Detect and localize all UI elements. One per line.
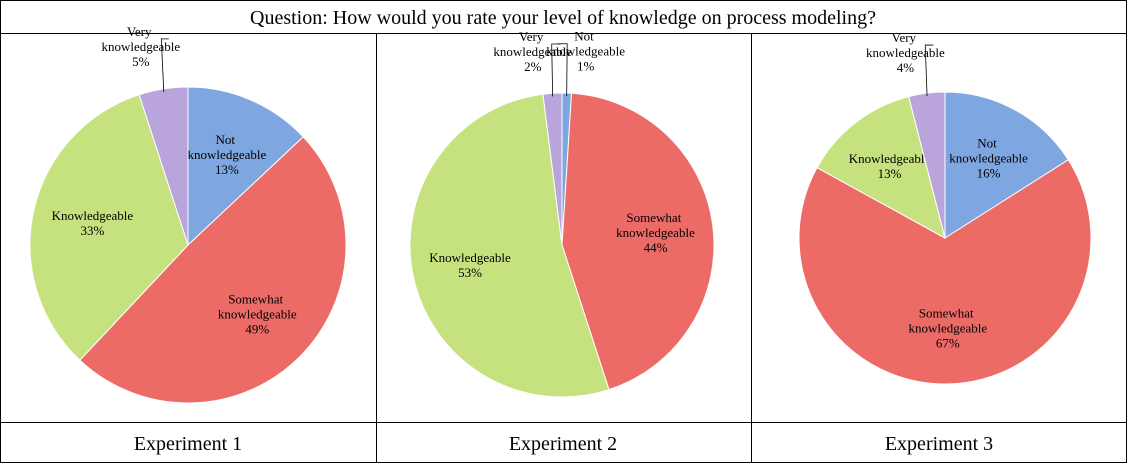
- slice-value-label: 16%: [977, 166, 1001, 181]
- slice-label: Very knowledgeable: [101, 24, 180, 54]
- slice-value-label: 44%: [644, 240, 668, 255]
- slice-label: Somewhat knowledgeable: [616, 210, 695, 240]
- slice-value-label: 49%: [245, 321, 269, 336]
- question: Question: How would you rate your level …: [250, 7, 876, 29]
- slice-value-label: 5%: [132, 54, 150, 69]
- leader-line: [551, 43, 561, 97]
- slice-label: Somewhat knowledgeable: [218, 291, 297, 321]
- slice-label: Somewhat knowledgeable: [908, 305, 987, 335]
- chart-caption: Experiment 1: [134, 433, 242, 455]
- slice-label: Very knowledgeable: [866, 30, 945, 60]
- slice-label: Knowledgeable: [429, 250, 511, 265]
- chart-caption: Experiment 2: [509, 433, 617, 455]
- leader-line: [924, 44, 934, 97]
- leader-line: [557, 43, 568, 97]
- chart-caption: Experiment 3: [885, 433, 993, 455]
- pie-slice: [944, 91, 1069, 239]
- slice-value-label: 13%: [215, 162, 239, 177]
- leader-line: [160, 38, 169, 93]
- pie-slice: [79, 136, 347, 404]
- pie-slice: [816, 95, 946, 239]
- slice-value-label: 13%: [878, 166, 902, 181]
- slice-label: Not knowledgeable: [188, 132, 267, 162]
- slice-label: Not knowledgeable: [949, 136, 1028, 166]
- slice-label: Knowledgeable: [52, 208, 134, 223]
- slice-value-label: 1%: [577, 59, 595, 74]
- slice-value-label: 53%: [458, 265, 482, 280]
- pie-slice: [561, 92, 715, 391]
- pie-slice: [409, 93, 610, 398]
- slice-label: Knowledgeable: [849, 151, 931, 166]
- slice-value-label: 4%: [897, 60, 915, 75]
- slice-label: Not knowledgeable: [546, 29, 625, 59]
- slice-label: Very knowledgeable: [493, 29, 572, 59]
- slice-value-label: 67%: [936, 335, 960, 350]
- slice-value-label: 2%: [524, 59, 542, 74]
- pie-slice: [798, 159, 1092, 385]
- slice-value-label: 33%: [80, 223, 104, 238]
- pie-slice: [29, 94, 189, 361]
- pie-slice: [187, 86, 304, 247]
